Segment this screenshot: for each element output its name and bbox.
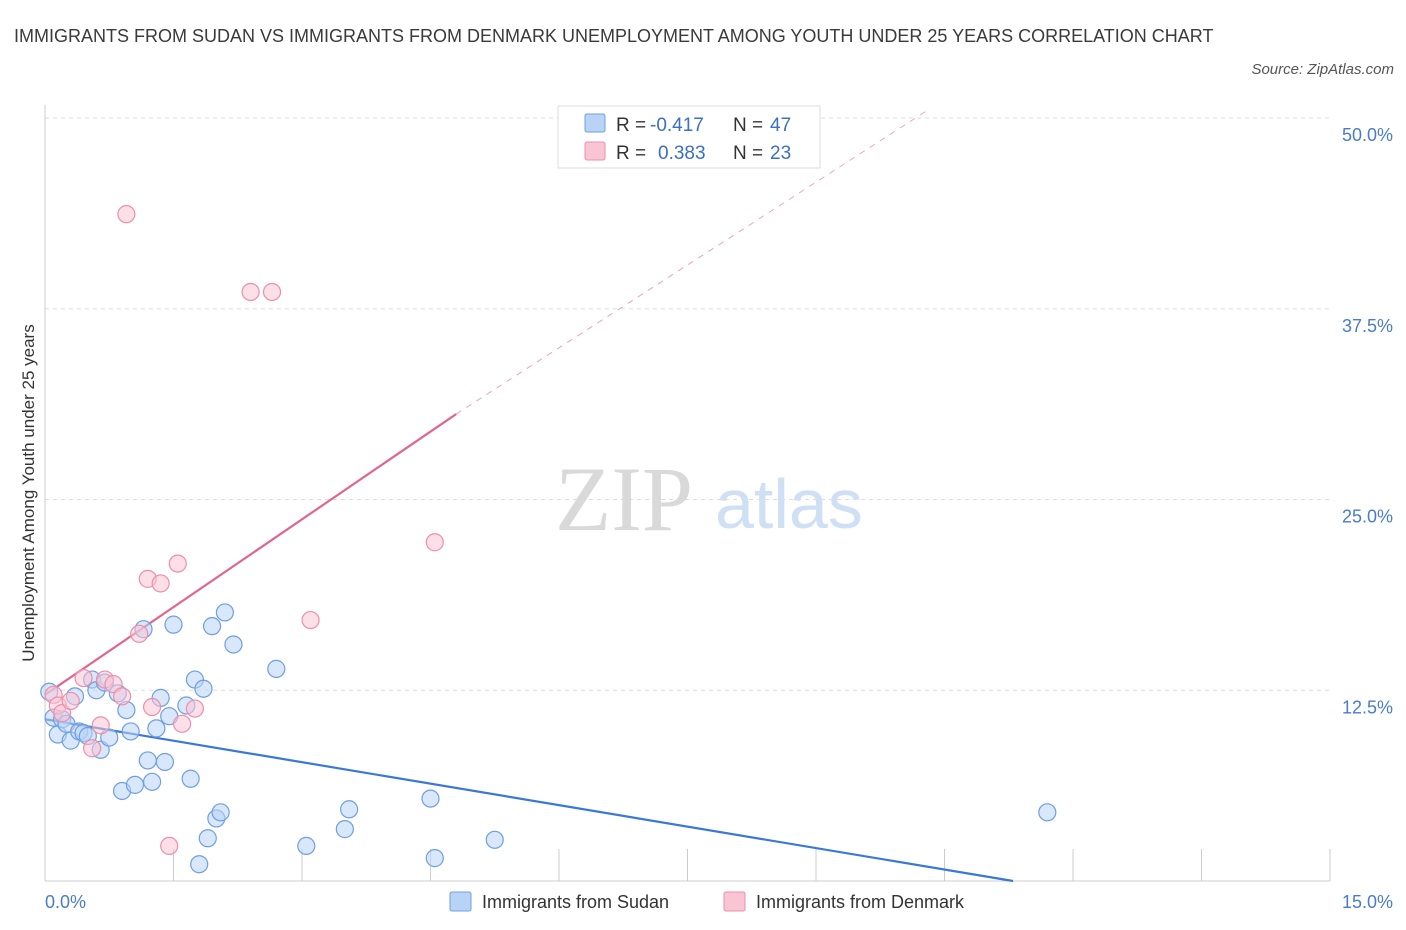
y-tick-label-3: 50.0% [1342,125,1393,145]
denmark-point-15 [160,836,179,856]
denmark-point-21 [301,610,320,630]
sudan-point-36 [211,803,230,822]
bottom-legend-label-sudan: Immigrants from Sudan [482,892,669,912]
denmark-trend-line [44,413,457,696]
legend-r-label-sudan: R = [616,115,646,136]
sudan-point-19 [125,775,145,794]
legend-n-label-denmark: N = [733,143,763,164]
sudan-point-37 [215,603,234,622]
sudan-point-38 [224,635,243,654]
watermark: ZIP atlas [555,448,863,550]
sudan-point-25 [155,752,175,772]
legend: R = -0.417 N = 47 R = 0.383 N = 23 [557,105,821,169]
sudan-point-27 [164,615,183,634]
y-axis-label: Unemployment Among Youth under 25 years [19,324,38,661]
denmark-point-6 [91,716,110,735]
bottom-legend-swatch-denmark [723,891,746,912]
denmark-point-14 [151,574,170,593]
legend-swatch-sudan [584,113,606,133]
legend-n-label-sudan: N = [733,115,763,136]
x-tick-label-0: 0.0% [45,892,86,912]
chart-title: IMMIGRANTS FROM SUDAN VS IMMIGRANTS FROM… [14,26,1214,46]
legend-n-value-sudan: 47 [770,115,791,136]
sudan-point-21 [138,751,157,770]
legend-r-value-denmark: 0.383 [658,143,706,164]
data-points [40,205,1057,874]
denmark-point-18 [185,699,205,718]
denmark-point-4 [74,668,93,688]
denmark-point-3 [61,691,80,711]
legend-r-label-denmark: R = [616,143,646,164]
sudan-point-31 [190,855,209,874]
denmark-point-9 [112,687,132,706]
y-tick-label-0: 12.5% [1342,697,1393,717]
watermark-atlas: atlas [715,465,863,543]
denmark-point-19 [241,282,260,302]
y-tick-label-1: 25.0% [1342,507,1393,527]
sudan-point-44 [425,849,444,868]
bottom-legend: Immigrants from Sudan Immigrants from De… [449,891,965,912]
denmark-point-17 [172,714,192,733]
sudan-point-45 [485,830,504,849]
watermark-zip: ZIP [555,448,693,550]
denmark-point-20 [262,282,282,302]
chart-source: Source: ZipAtlas.com [1251,61,1394,78]
denmark-point-11 [130,624,149,643]
denmark-point-10 [117,205,136,224]
y-tick-label-2: 37.5% [1342,316,1393,336]
trend-lines [44,109,1014,883]
x-tick-labels: 0.0% 15.0% [45,892,1393,912]
sudan-point-39 [267,659,286,678]
sudan-trend-line [44,718,1014,883]
sudan-point-41 [335,820,354,839]
sudan-point-40 [297,836,316,856]
sudan-point-46 [1038,803,1057,822]
sudan-point-18 [121,722,140,741]
sudan-point-32 [194,679,213,698]
y-tick-labels: 12.5% 25.0% 37.5% 50.0% [1342,125,1393,717]
sudan-point-34 [202,617,222,636]
legend-r-value-sudan: -0.417 [650,115,704,136]
x-tick-label-1: 15.0% [1342,892,1393,912]
denmark-trend-extension [455,109,928,415]
denmark-point-5 [83,739,102,758]
legend-n-value-denmark: 23 [770,143,791,164]
sudan-point-22 [142,772,162,791]
axes [44,105,1331,882]
grid-lines [45,117,1330,691]
bottom-legend-swatch-sudan [449,891,472,912]
sudan-point-43 [421,789,440,808]
bottom-legend-label-denmark: Immigrants from Denmark [756,892,965,912]
legend-swatch-denmark [584,141,606,161]
sudan-point-23 [147,719,166,738]
denmark-point-13 [142,697,162,717]
sudan-point-29 [181,769,200,788]
denmark-point-22 [425,533,444,552]
sudan-point-42 [340,800,359,819]
sudan-point-33 [198,829,217,848]
denmark-point-16 [168,554,187,573]
